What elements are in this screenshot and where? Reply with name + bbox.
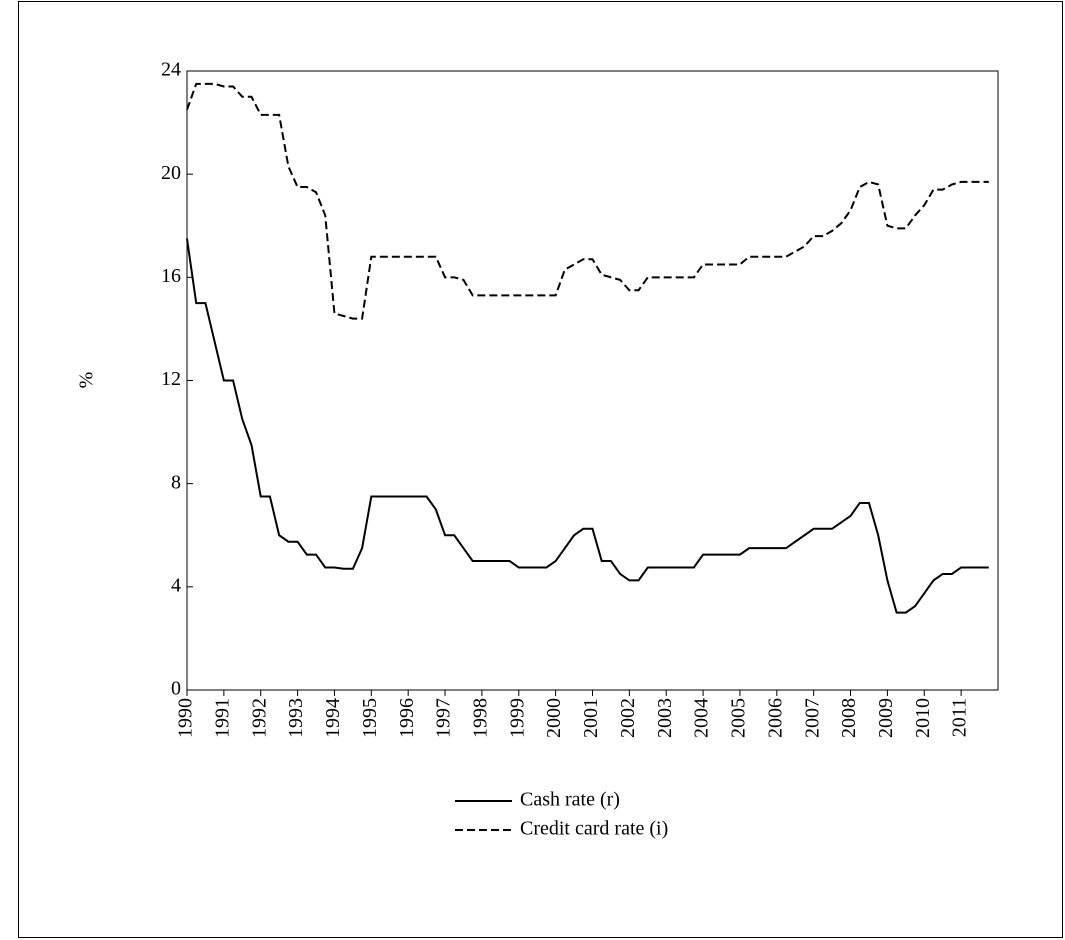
series-line [186,82,989,320]
x-tick-label: 1993 [285,698,307,738]
y-tick-label: 4 [171,574,181,596]
x-tick-label: 2010 [912,698,934,738]
x-tick-label: 2004 [691,698,713,738]
x-tick-label: 1990 [175,698,197,738]
x-tick-label: 1997 [433,698,455,738]
y-tick-label: 12 [161,368,181,390]
x-tick-label: 2007 [801,698,823,738]
x-tick-label: 2002 [617,698,639,738]
series-line [186,238,989,614]
x-tick-label: 1999 [506,698,528,738]
legend-label: Credit card rate (i) [520,818,668,840]
x-tick-label: 2011 [949,698,971,737]
y-tick-label: 16 [161,265,181,287]
x-tick-label: 2009 [875,698,897,738]
x-tick-label: 1992 [248,698,270,738]
legend-label: Cash rate (r) [520,789,620,811]
y-tick-label: 20 [161,162,181,184]
x-tick-label: 1998 [470,698,492,738]
x-tick-label: 2000 [543,698,565,738]
x-tick-label: 2003 [654,698,676,738]
x-tick-label: 1996 [396,698,418,738]
plot-area [186,70,999,691]
x-tick-label: 2008 [838,698,860,738]
frame [18,1,1063,938]
y-tick-label: 0 [171,678,181,700]
y-tick-label: 8 [171,471,181,493]
x-tick-label: 2001 [580,698,602,738]
y-axis-label: % [76,372,98,389]
y-tick-label: 24 [161,59,181,81]
x-tick-label: 2006 [764,698,786,738]
x-tick-label: 1991 [211,698,233,738]
x-tick-label: 1994 [322,698,344,738]
x-tick-label: 1995 [359,698,381,738]
x-tick-label: 2005 [728,698,750,738]
